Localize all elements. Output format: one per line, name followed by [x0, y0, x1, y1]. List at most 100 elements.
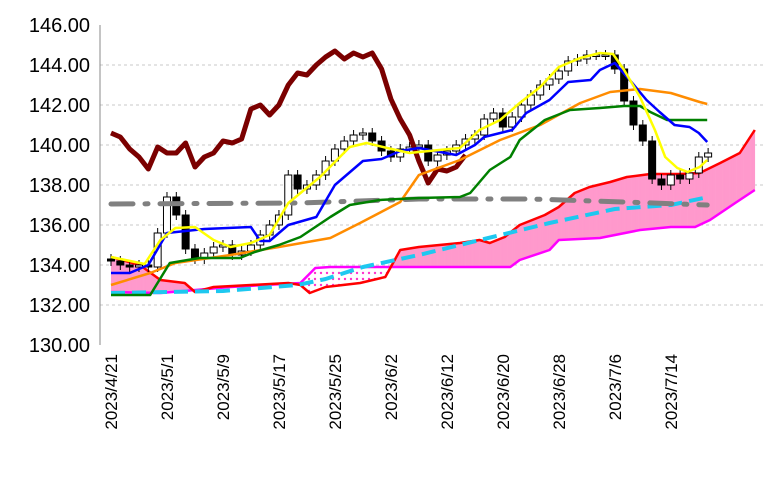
cloud-segment-bullish — [505, 234, 508, 267]
cloud-segment-bullish — [453, 243, 457, 267]
candlestick — [554, 66, 563, 84]
candle-body-bearish — [368, 132, 377, 142]
candle-body-bullish — [358, 132, 367, 136]
cloud-segment-bullish — [169, 281, 172, 293]
cloud-segment-bullish — [619, 178, 623, 235]
candlestick — [424, 140, 433, 166]
cloud-segment-bearish — [332, 267, 336, 287]
candle-body-bullish — [666, 174, 675, 186]
y-tick-label: 144.00 — [29, 55, 90, 77]
cloud-segment-bullish — [162, 280, 165, 293]
candlestick — [638, 120, 647, 146]
candlestick — [200, 248, 209, 264]
candle-body-bearish — [424, 144, 433, 162]
cloud-segment-bullish — [493, 240, 497, 267]
cloud-segment-bullish — [458, 242, 462, 267]
cloud-segment-bullish — [418, 246, 422, 267]
cloud-segment-bullish — [719, 162, 723, 214]
candle-body-bearish — [638, 124, 647, 142]
cloud-segment-bullish — [421, 246, 424, 267]
candlestick — [648, 136, 657, 184]
cloud-segment-bullish — [432, 245, 436, 267]
cloud-segment-bullish — [451, 243, 455, 267]
candle-body-bearish — [125, 264, 134, 268]
cloud-segment-bearish — [379, 267, 382, 279]
candlestick — [657, 174, 666, 190]
cloud-segment-bullish — [533, 218, 536, 256]
x-tick-label: 2023/6/12 — [438, 354, 457, 430]
cloud-segment-bearish — [376, 267, 380, 279]
x-tick-label: 2023/5/17 — [270, 354, 289, 430]
cloud-segment-bullish — [495, 239, 499, 267]
cloud-segment-bullish — [516, 225, 520, 263]
cloud-segment-bearish — [344, 267, 347, 285]
cloud-segment-bullish — [582, 189, 585, 239]
cloud-segment-bullish — [628, 176, 632, 233]
cloud-segment-bullish — [540, 215, 543, 254]
cloud-segment-bullish — [498, 238, 501, 267]
candle-body-bullish — [284, 174, 293, 216]
candle-body-bearish — [629, 100, 638, 126]
cloud-segment-bullish — [745, 140, 749, 197]
cloud-segment-bullish — [423, 246, 427, 267]
candle-body-bullish — [704, 152, 713, 158]
candlestick — [629, 96, 638, 130]
cloud-segment-bullish — [563, 200, 567, 240]
cloud-segment-bullish — [708, 167, 711, 221]
y-tick-label: 132.00 — [29, 295, 90, 317]
cloud-segment-bullish — [743, 144, 746, 198]
cloud-segment-bullish — [624, 177, 627, 234]
cloud-segment-bearish — [316, 267, 319, 291]
candle-body-bearish — [676, 174, 685, 180]
candlestick — [368, 128, 377, 146]
cloud-segment-bullish — [740, 147, 744, 200]
candle-body-bearish — [657, 178, 666, 186]
cloud-segment-bearish — [365, 267, 368, 282]
cloud-segment-bullish — [750, 133, 753, 194]
cloud-segment-bullish — [677, 174, 681, 227]
x-tick-label: 2023/6/28 — [550, 354, 569, 430]
cloud-segment-bullish — [141, 266, 144, 293]
candlestick — [284, 170, 293, 220]
cloud-segment-bullish — [488, 242, 492, 267]
cloud-segment-bullish — [173, 281, 177, 292]
cloud-segment-bearish — [341, 267, 345, 286]
candle-body-bullish — [564, 60, 573, 72]
cloud-segment-bullish — [579, 190, 583, 239]
candle-body-bullish — [554, 70, 563, 80]
candlestick — [209, 242, 218, 258]
cloud-segment-bullish — [724, 159, 728, 211]
moving-average-mid-line — [110, 195, 709, 295]
cloud-segment-bullish — [687, 173, 690, 227]
cloud-segment-bullish — [684, 173, 688, 227]
cloud-segment-bullish — [710, 166, 714, 220]
cloud-segment-bullish — [733, 154, 737, 204]
cloud-segment-bullish — [554, 208, 557, 245]
cloud-segment-bullish — [470, 241, 473, 267]
cloud-segment-bullish — [509, 231, 513, 267]
candle-body-bullish — [433, 154, 442, 162]
cloud-segment-bullish — [703, 170, 707, 224]
cloud-segment-bullish — [437, 244, 441, 267]
cloud-segment-bullish — [477, 240, 480, 267]
y-tick-label: 136.00 — [29, 215, 90, 237]
cloud-segment-bearish — [353, 267, 357, 284]
y-axis-labels: 146.00 144.00 142.00 140.00 138.00 136.00 134.… — [29, 15, 90, 357]
cloud-segment-bullish — [171, 281, 175, 293]
cloud-segment-bullish — [484, 241, 487, 267]
candle-body-bearish — [648, 140, 657, 180]
candle-body-bullish — [209, 246, 218, 254]
cloud-segment-bullish — [621, 177, 625, 234]
cloud-segment-bullish — [491, 241, 494, 267]
cloud-segment-bullish — [556, 207, 560, 243]
candlestick — [162, 192, 171, 238]
candlestick — [107, 254, 115, 266]
cloud-segment-bearish — [337, 267, 340, 286]
candlestick — [489, 108, 498, 124]
cloud-segment-bullish — [449, 243, 452, 267]
lagging-span-line — [110, 48, 468, 186]
cloud-segment-bullish — [673, 174, 676, 227]
cloud-segment-bearish — [362, 267, 366, 283]
cloud-segment-bullish — [479, 240, 483, 267]
cloud-segment-bullish — [682, 173, 686, 227]
